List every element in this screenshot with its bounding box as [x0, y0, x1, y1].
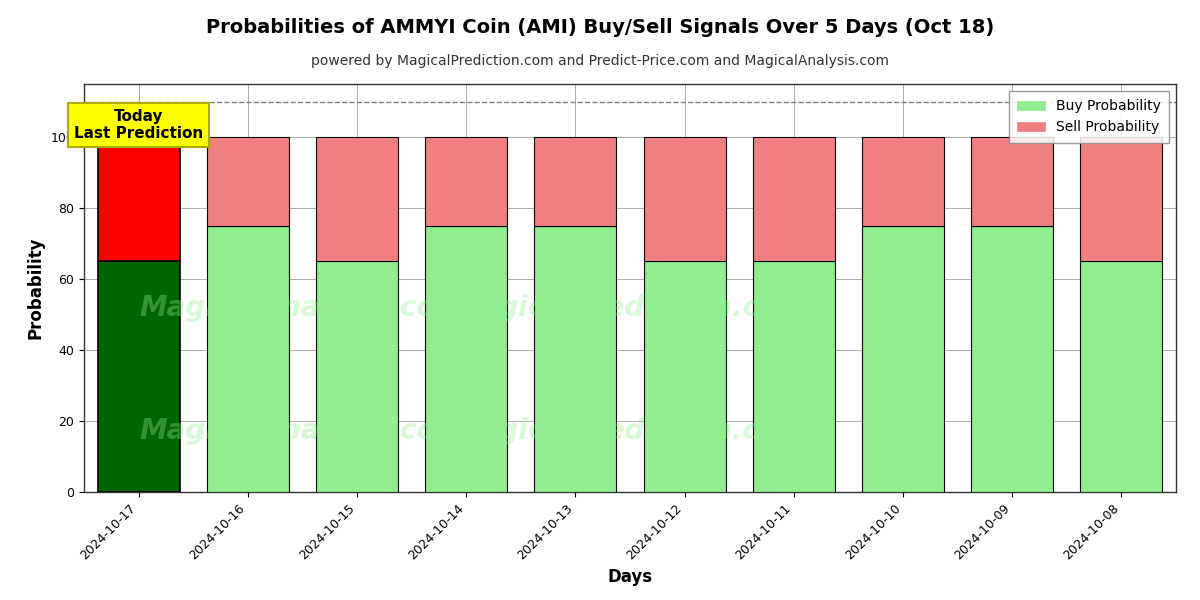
Bar: [862, 226, 944, 492]
Bar: [534, 226, 617, 492]
Text: MagicalAnalysis.com: MagicalAnalysis.com: [139, 295, 466, 322]
Bar: [1080, 262, 1163, 492]
Bar: [316, 262, 398, 492]
Bar: [425, 137, 508, 226]
Bar: [425, 226, 508, 492]
Y-axis label: Probability: Probability: [26, 237, 44, 339]
Bar: [97, 137, 180, 262]
Bar: [752, 262, 835, 492]
Bar: [862, 137, 944, 226]
Bar: [1080, 137, 1163, 262]
Bar: [971, 137, 1054, 226]
Bar: [752, 137, 835, 262]
Bar: [534, 137, 617, 226]
Text: MagicalPrediction.com: MagicalPrediction.com: [452, 417, 808, 445]
Bar: [206, 137, 289, 226]
Text: Today
Last Prediction: Today Last Prediction: [74, 109, 203, 141]
Bar: [316, 137, 398, 262]
Bar: [971, 226, 1054, 492]
Bar: [206, 226, 289, 492]
Bar: [643, 262, 726, 492]
Bar: [643, 137, 726, 262]
Legend: Buy Probability, Sell Probability: Buy Probability, Sell Probability: [1009, 91, 1169, 143]
Text: powered by MagicalPrediction.com and Predict-Price.com and MagicalAnalysis.com: powered by MagicalPrediction.com and Pre…: [311, 54, 889, 68]
Text: Probabilities of AMMYI Coin (AMI) Buy/Sell Signals Over 5 Days (Oct 18): Probabilities of AMMYI Coin (AMI) Buy/Se…: [206, 18, 994, 37]
Text: MagicalAnalysis.com: MagicalAnalysis.com: [139, 417, 466, 445]
X-axis label: Days: Days: [607, 568, 653, 586]
Bar: [97, 262, 180, 492]
Text: MagicalPrediction.com: MagicalPrediction.com: [452, 295, 808, 322]
